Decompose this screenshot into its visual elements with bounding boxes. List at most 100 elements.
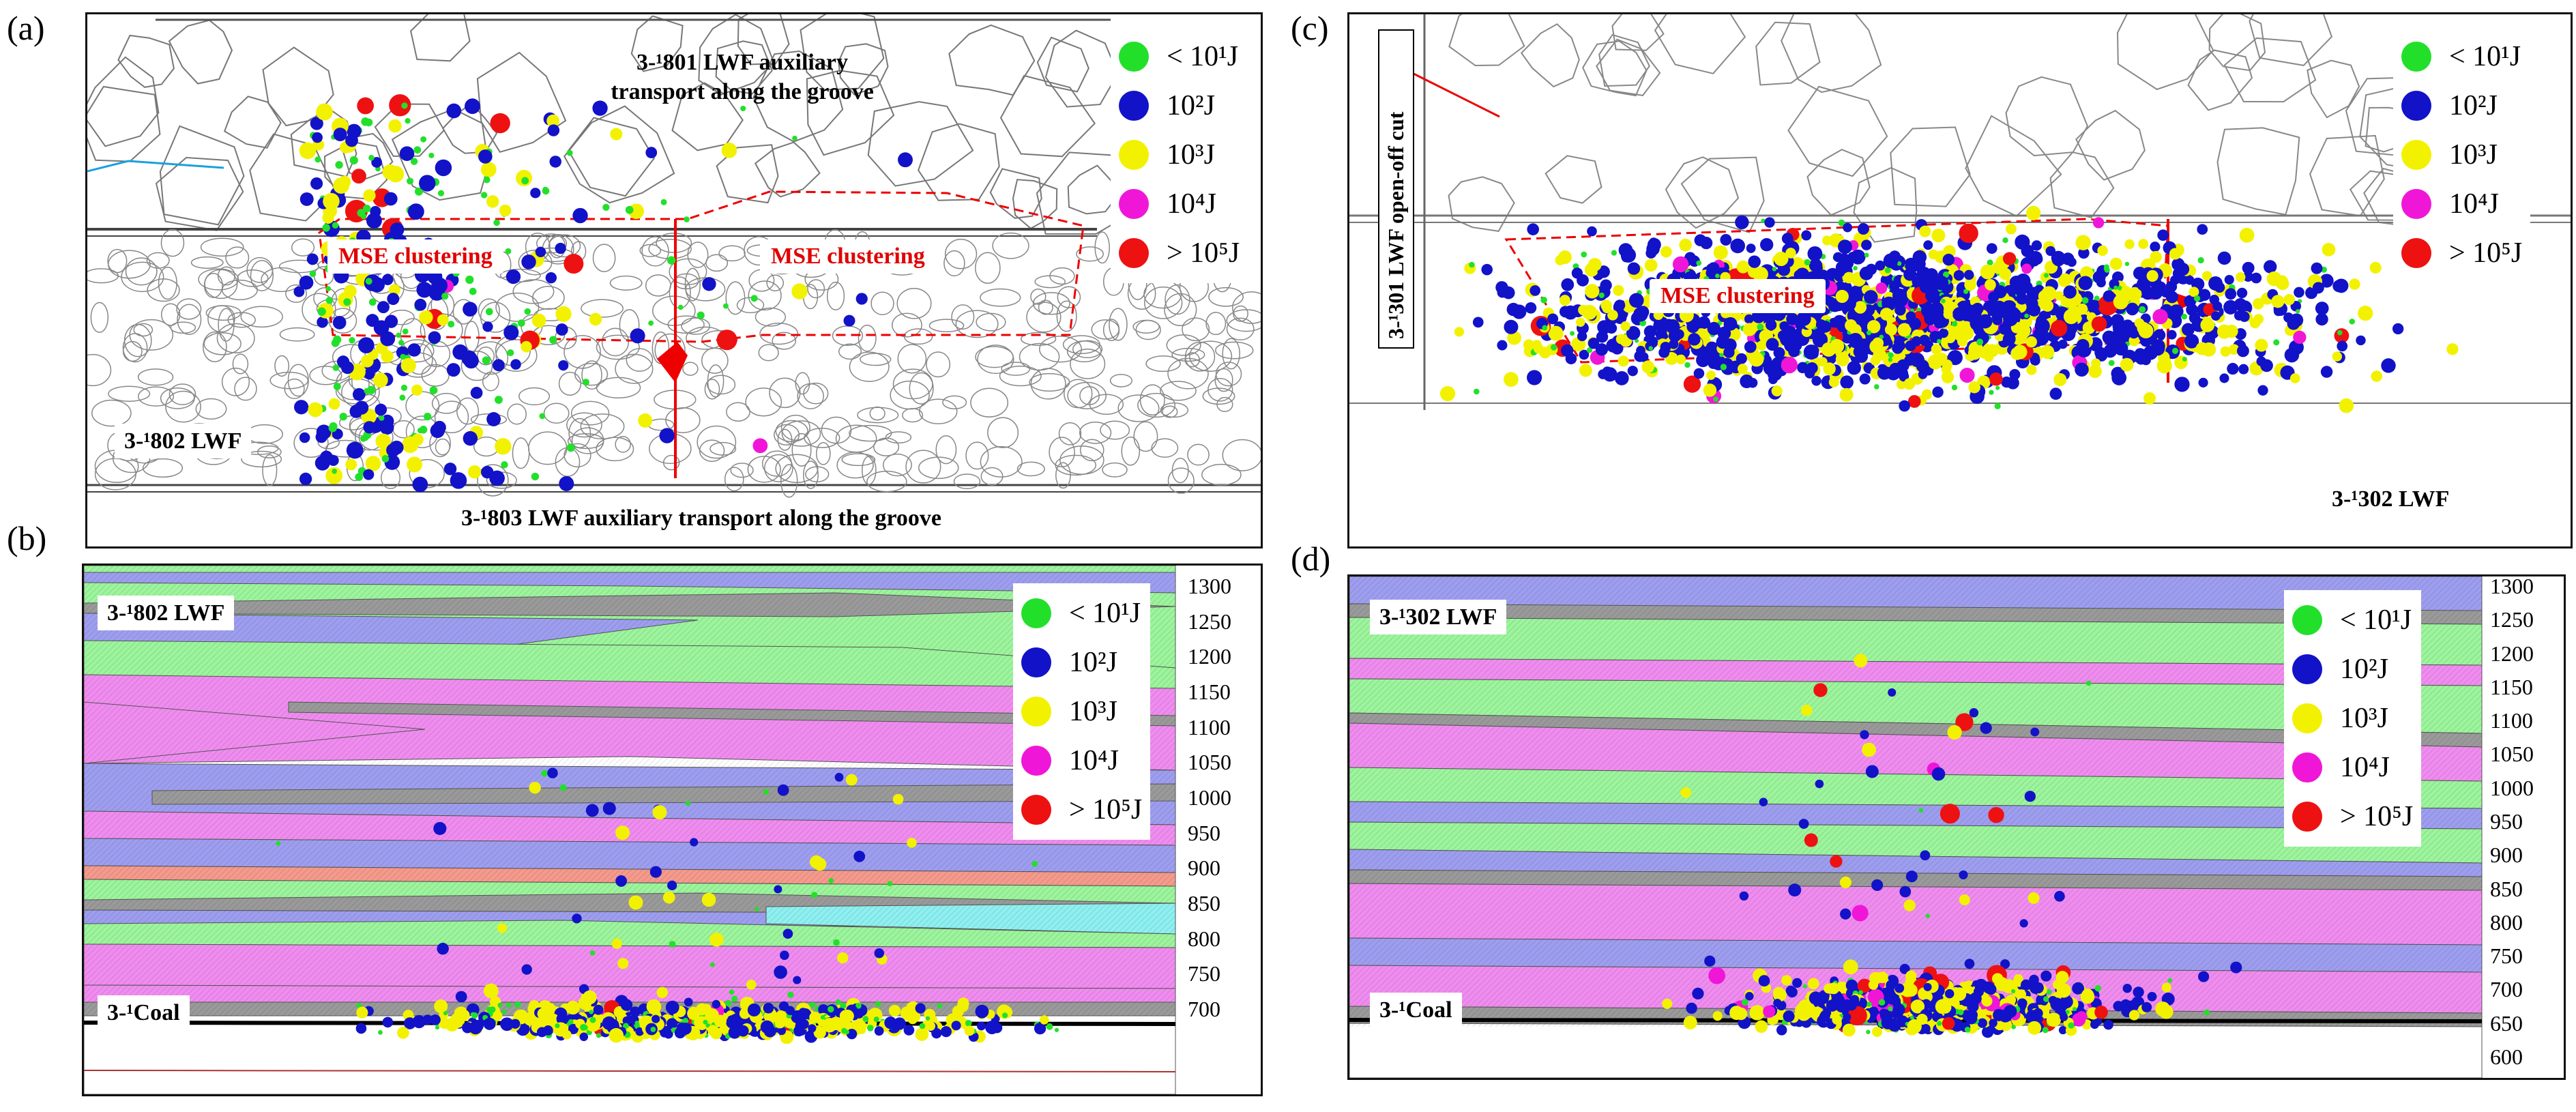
event-point (1741, 999, 1748, 1006)
event-point (2030, 727, 2040, 737)
gob-oval (701, 347, 729, 374)
event-point (1540, 296, 1547, 304)
panel-b-events (276, 767, 1059, 1044)
gob-oval (1100, 420, 1130, 440)
event-point (1662, 998, 1673, 1009)
event-point (1976, 338, 1984, 346)
event-point (2169, 304, 2184, 319)
event-point (1525, 302, 1537, 314)
event-point (387, 165, 405, 183)
gob-oval (246, 257, 274, 283)
gob-oval (977, 345, 1014, 375)
event-point (985, 1021, 999, 1034)
event-point (2239, 227, 2255, 243)
event-point (2182, 356, 2187, 362)
event-point (1988, 291, 2000, 303)
event-point (2103, 1019, 2113, 1030)
event-point (2025, 205, 2041, 220)
event-point (1808, 345, 1819, 357)
event-point (497, 1002, 503, 1008)
event-point (381, 455, 390, 463)
event-point (1627, 262, 1641, 275)
event-point (325, 297, 334, 304)
event-point (625, 205, 634, 214)
axis-tick-label: 1050 (2490, 742, 2534, 767)
event-point (463, 302, 478, 317)
rock-polygon (1665, 156, 1740, 229)
gob-oval (421, 364, 450, 387)
event-point (1759, 237, 1774, 252)
event-point (2050, 997, 2064, 1011)
event-point (1951, 384, 1958, 391)
event-point (915, 1027, 929, 1041)
event-point (724, 999, 732, 1007)
event-point (2197, 257, 2204, 264)
gob-oval (1160, 381, 1197, 401)
event-point (731, 995, 738, 1002)
gob-oval (291, 238, 315, 257)
axis-tick-label: 900 (2490, 843, 2523, 868)
event-point (2016, 293, 2028, 305)
panel-a-mse-label-left: MSE clustering (327, 239, 503, 274)
event-point (709, 962, 715, 967)
event-point (501, 461, 508, 469)
event-point (377, 301, 390, 314)
event-point (667, 880, 677, 890)
event-point (1849, 995, 1860, 1005)
event-point (433, 821, 447, 836)
event-point (510, 359, 521, 370)
event-point (483, 983, 499, 999)
event-point (1539, 347, 1551, 359)
gob-oval (470, 413, 508, 426)
panel-d-legend: < 10¹J 10²J 10³J 10⁴J > 10⁵J (2284, 590, 2422, 847)
event-point (2124, 239, 2135, 250)
legend-item-10_3: 10³J (1021, 687, 1142, 736)
event-point (407, 343, 421, 357)
gob-oval (543, 403, 570, 424)
event-point (2072, 1012, 2086, 1027)
event-point (818, 1004, 829, 1015)
event-point (1527, 370, 1542, 385)
gob-oval (780, 464, 798, 498)
event-point (820, 1015, 825, 1020)
event-point (352, 387, 366, 401)
gob-oval (803, 460, 819, 489)
event-point (1595, 343, 1609, 356)
event-point (1947, 725, 1962, 740)
rock-polygon (159, 125, 245, 226)
event-point (1766, 338, 1779, 351)
event-point (2000, 959, 2010, 969)
event-point (1959, 223, 1978, 244)
event-point (712, 999, 721, 1009)
gob-oval (747, 456, 781, 483)
event-point (1736, 353, 1747, 364)
event-point (435, 1025, 440, 1030)
event-point (828, 878, 834, 883)
legend-label: 10³J (2449, 139, 2498, 171)
event-point (1734, 1007, 1748, 1021)
gob-oval (1089, 394, 1124, 415)
event-point (2320, 366, 2333, 378)
event-point (1920, 850, 1931, 861)
gob-oval (780, 414, 810, 441)
event-point (2315, 312, 2328, 326)
event-point (777, 784, 789, 796)
event-point (2016, 989, 2027, 999)
gob-oval (684, 267, 701, 302)
event-point (1905, 340, 1916, 351)
gob-oval (564, 335, 601, 369)
event-point (1700, 237, 1713, 250)
event-point (2011, 1024, 2017, 1029)
event-point (1835, 352, 1850, 367)
event-point (763, 789, 769, 795)
event-point (2026, 364, 2037, 375)
event-point (602, 802, 616, 815)
event-point (1708, 262, 1718, 273)
event-point (2087, 299, 2100, 312)
event-point (2045, 246, 2056, 257)
event-point (2092, 217, 2105, 229)
event-point (2054, 890, 2065, 902)
event-point (1735, 215, 1749, 230)
event-point (1744, 314, 1754, 324)
event-point (2015, 273, 2031, 289)
